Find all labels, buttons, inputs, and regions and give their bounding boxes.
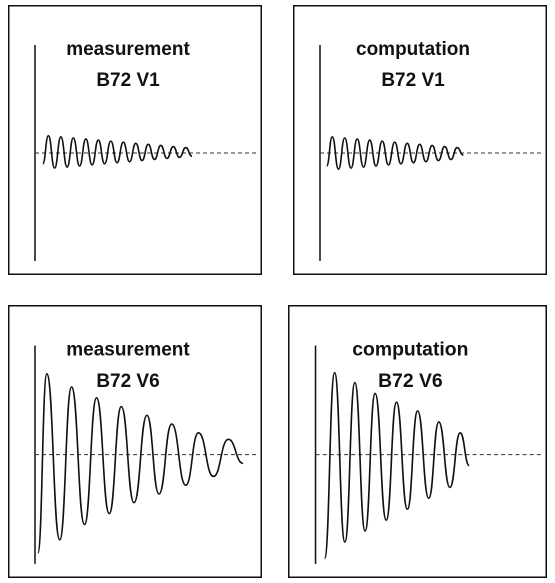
data-line bbox=[42, 134, 193, 169]
data-line bbox=[37, 373, 244, 554]
chart-subtitle: B72 V6 bbox=[378, 371, 443, 392]
chart-panel: measurement B72 V1 bbox=[8, 5, 262, 275]
chart-subtitle: B72 V1 bbox=[96, 70, 160, 91]
data-line bbox=[325, 135, 464, 171]
panel-frame bbox=[8, 5, 262, 275]
panel-frame bbox=[288, 305, 547, 578]
chart-title: computation bbox=[356, 39, 470, 60]
chart-subtitle: B72 V6 bbox=[96, 371, 159, 392]
chart-title: measurement bbox=[66, 39, 190, 60]
chart-panel: computation B72 V6 bbox=[288, 305, 547, 578]
chart-title: computation bbox=[352, 340, 468, 361]
chart-subtitle: B72 V1 bbox=[381, 70, 445, 91]
chart-panel: measurement B72 V6 bbox=[8, 305, 262, 578]
panel-frame bbox=[8, 305, 262, 578]
panel-frame bbox=[293, 5, 547, 275]
data-line bbox=[323, 371, 471, 560]
chart-title: measurement bbox=[66, 339, 190, 360]
chart-panel: computation B72 V1 bbox=[293, 5, 547, 275]
